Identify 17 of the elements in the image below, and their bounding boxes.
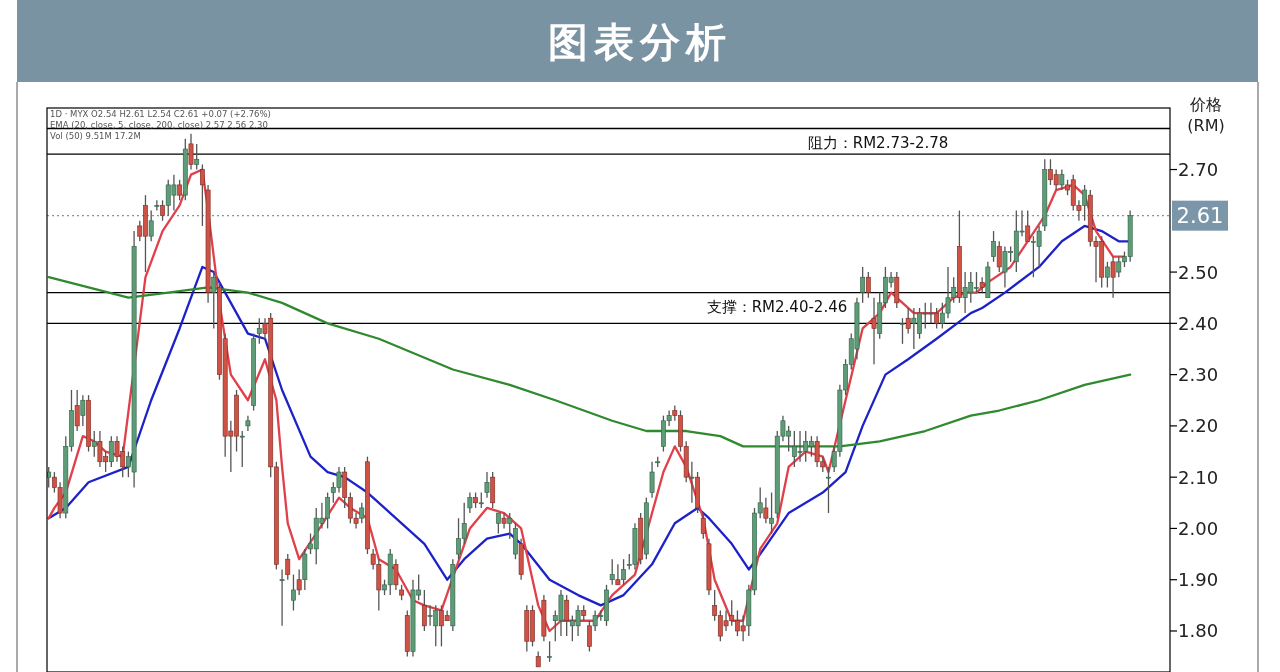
ylabel: 价格 (RM) [1187,95,1225,135]
ytick: 2.40 [1178,312,1219,334]
ytick: 2.30 [1178,364,1219,386]
annotation: 1D · MYX O2.54 H2.61 L2.54 C2.61 +0.07 (+2.76%) [50,109,271,119]
ref-label: 2.61 [1176,203,1224,228]
ytick: 1.90 [1178,569,1219,591]
title: 图表分析 [548,19,732,65]
ytick: 2.00 [1178,517,1219,539]
annotation: Vol (50) 9.51M 17.2M [50,131,141,141]
line-label: 阻力：RM2.73-2.78 [807,133,949,152]
ytick: 1.80 [1178,620,1219,642]
ytick: 2.50 [1178,261,1219,283]
ytick: 2.10 [1178,466,1219,488]
annotation: EMA (20, close, 5, close, 200, close) 2.57 2.56 2.30 [50,120,268,130]
ytick: 2.70 [1178,159,1219,181]
ytick: 2.20 [1178,415,1219,437]
line-label: 支撑：RM2.40-2.46 [706,297,848,316]
